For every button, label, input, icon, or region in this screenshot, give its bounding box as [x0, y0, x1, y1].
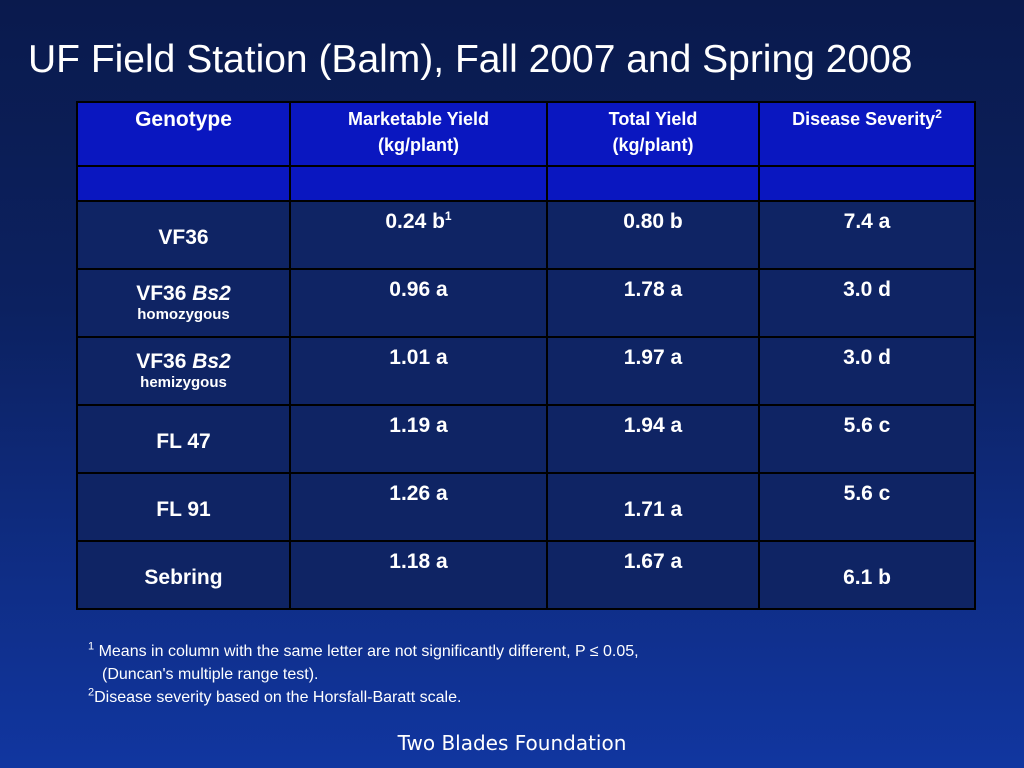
- cell-genotype: FL 91: [76, 472, 291, 542]
- cell-marketable-yield: 1.18 a: [289, 540, 548, 610]
- table-header-row: Genotype Marketable Yield (kg/plant) Tota…: [76, 101, 976, 167]
- cell-genotype: VF36 Bs2 homozygous: [76, 268, 291, 338]
- cell-genotype: FL 47: [76, 404, 291, 474]
- table-row: VF36 0.24 b1 0.80 b 7.4 a: [76, 200, 976, 270]
- header-marketable-yield: Marketable Yield (kg/plant): [289, 101, 548, 167]
- cell-disease-severity: 7.4 a: [758, 200, 976, 270]
- footnote-1: 1 Means in column with the same letter a…: [88, 640, 639, 660]
- cell-total-yield: 1.67 a: [546, 540, 760, 610]
- cell-total-yield: 1.94 a: [546, 404, 760, 474]
- cell-marketable-yield: 0.96 a: [289, 268, 548, 338]
- cell-genotype: Sebring: [76, 540, 291, 610]
- slide-footer: Two Blades Foundation: [397, 731, 627, 755]
- cell-genotype: VF36 Bs2 hemizygous: [76, 336, 291, 406]
- footnotes: 1 Means in column with the same letter a…: [88, 640, 639, 709]
- header-total-yield: Total Yield (kg/plant): [546, 101, 760, 167]
- results-table: Genotype Marketable Yield (kg/plant) Tota…: [76, 101, 976, 610]
- header-disease-severity: Disease Severity2: [758, 101, 976, 167]
- cell-marketable-yield: 1.19 a: [289, 404, 548, 474]
- cell-disease-severity: 5.6 c: [758, 404, 976, 474]
- table-row: FL 47 1.19 a 1.94 a 5.6 c: [76, 404, 976, 474]
- table-spacer-row: [76, 165, 976, 202]
- cell-total-yield: 1.97 a: [546, 336, 760, 406]
- cell-total-yield: 0.80 b: [546, 200, 760, 270]
- footnote-1-continued: (Duncan's multiple range test).: [102, 666, 319, 683]
- cell-total-yield: 1.78 a: [546, 268, 760, 338]
- table-row: Sebring 1.18 a 1.67 a 6.1 b: [76, 540, 976, 610]
- cell-marketable-yield: 1.26 a: [289, 472, 548, 542]
- table-row: VF36 Bs2 homozygous 0.96 a 1.78 a 3.0 d: [76, 268, 976, 338]
- cell-disease-severity: 3.0 d: [758, 268, 976, 338]
- table-row: VF36 Bs2 hemizygous 1.01 a 1.97 a 3.0 d: [76, 336, 976, 406]
- cell-total-yield: 1.71 a: [546, 472, 760, 542]
- table-row: FL 91 1.26 a 1.71 a 5.6 c: [76, 472, 976, 542]
- cell-disease-severity: 6.1 b: [758, 540, 976, 610]
- cell-disease-severity: 3.0 d: [758, 336, 976, 406]
- cell-genotype: VF36: [76, 200, 291, 270]
- cell-marketable-yield: 0.24 b1: [289, 200, 548, 270]
- slide-title: UF Field Station (Balm), Fall 2007 and S…: [28, 38, 913, 81]
- cell-disease-severity: 5.6 c: [758, 472, 976, 542]
- footnote-2: 2Disease severity based on the Horsfall-…: [88, 686, 462, 706]
- header-genotype: Genotype: [76, 101, 291, 167]
- cell-marketable-yield: 1.01 a: [289, 336, 548, 406]
